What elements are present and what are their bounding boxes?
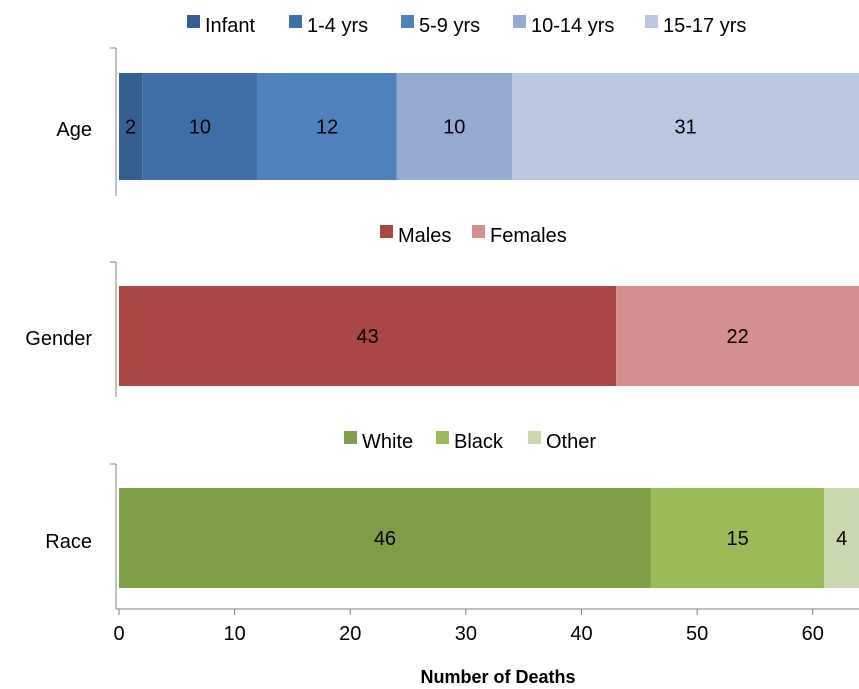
data-label: 4 [836, 528, 847, 550]
bar-segment-white [119, 488, 651, 588]
legend-item-5-9-yrs: 5-9 yrs [401, 15, 480, 37]
legend-item-black: Black [436, 431, 504, 453]
legend-swatch [645, 15, 658, 28]
legend-label: Males [398, 225, 451, 247]
legend-gender: Males Females [380, 225, 567, 247]
bar-segment-1-4-yrs [142, 73, 258, 180]
bar-segment-black [650, 488, 825, 588]
data-label: 15 [726, 528, 748, 550]
panel-gender: Males Females Gender 43 22 [25, 225, 859, 397]
x-axis-title: Number of Deaths [420, 667, 575, 687]
legend-label: Infant [205, 15, 255, 37]
panel-age: Infant 1-4 yrs 5-9 yrs 10-14 yrs 15-17 yrs Ag… [56, 15, 859, 196]
legend-item-white: White [344, 431, 413, 453]
legend-item-males: Males [380, 225, 451, 247]
data-label: 31 [674, 117, 696, 139]
bar-segment-10-14-yrs [396, 73, 513, 180]
category-label-gender: Gender [25, 328, 92, 350]
legend-label: 5-9 yrs [419, 15, 480, 37]
legend-item-10-14-yrs: 10-14 yrs [513, 15, 614, 37]
chart-panels: Infant 1-4 yrs 5-9 yrs 10-14 yrs 15-17 yrs Ag… [25, 15, 859, 609]
x-tick-label: 20 [339, 623, 361, 645]
legend-swatch [401, 15, 414, 28]
x-tick-label: 30 [455, 623, 477, 645]
legend-item-infant: Infant [187, 15, 255, 37]
x-axis: 0 10 20 30 40 50 60 Number of Deaths [113, 608, 859, 687]
data-label: 22 [726, 326, 748, 348]
legend-item-1-4-yrs: 1-4 yrs [289, 15, 368, 37]
legend-label: Other [546, 431, 596, 453]
x-tick-label: 50 [686, 623, 708, 645]
legend-swatch [436, 431, 449, 444]
panel-race: White Black Other Race 46 15 4 [45, 431, 859, 609]
data-label: 12 [316, 117, 338, 139]
legend-race: White Black Other [344, 431, 596, 453]
x-tick-label: 10 [224, 623, 246, 645]
legend-label: White [362, 431, 413, 453]
legend-item-other: Other [528, 431, 596, 453]
legend-label: 10-14 yrs [531, 15, 614, 37]
legend-swatch [380, 225, 393, 238]
bar-segment-males [119, 286, 617, 386]
data-label: 46 [374, 528, 396, 550]
legend-swatch [472, 225, 485, 238]
data-label: 10 [189, 117, 211, 139]
x-tick-label: 60 [802, 623, 824, 645]
legend-age: Infant 1-4 yrs 5-9 yrs 10-14 yrs 15-17 yrs [187, 15, 746, 37]
data-label: 43 [356, 326, 378, 348]
bar-segment-15-17-yrs [512, 73, 859, 180]
bar-segment-other [824, 488, 859, 588]
legend-swatch [528, 431, 541, 444]
x-tick-label: 0 [113, 623, 124, 645]
legend-label: Black [454, 431, 504, 453]
legend-label: 1-4 yrs [307, 15, 368, 37]
category-label-age: Age [56, 119, 92, 141]
bar-segment-infant [119, 73, 143, 180]
x-axis-ticks: 0 10 20 30 40 50 60 [113, 609, 824, 645]
data-label: 2 [125, 117, 136, 139]
bar-segment-5-9-yrs [257, 73, 397, 180]
category-label-race: Race [45, 531, 92, 553]
data-label: 10 [443, 117, 465, 139]
legend-item-15-17-yrs: 15-17 yrs [645, 15, 746, 37]
legend-label: 15-17 yrs [663, 15, 746, 37]
legend-label: Females [490, 225, 567, 247]
legend-swatch [187, 15, 200, 28]
legend-swatch [513, 15, 526, 28]
legend-item-females: Females [472, 225, 567, 247]
bar-segment-females [616, 286, 859, 386]
legend-swatch [289, 15, 302, 28]
legend-swatch [344, 431, 357, 444]
x-tick-label: 40 [570, 623, 592, 645]
